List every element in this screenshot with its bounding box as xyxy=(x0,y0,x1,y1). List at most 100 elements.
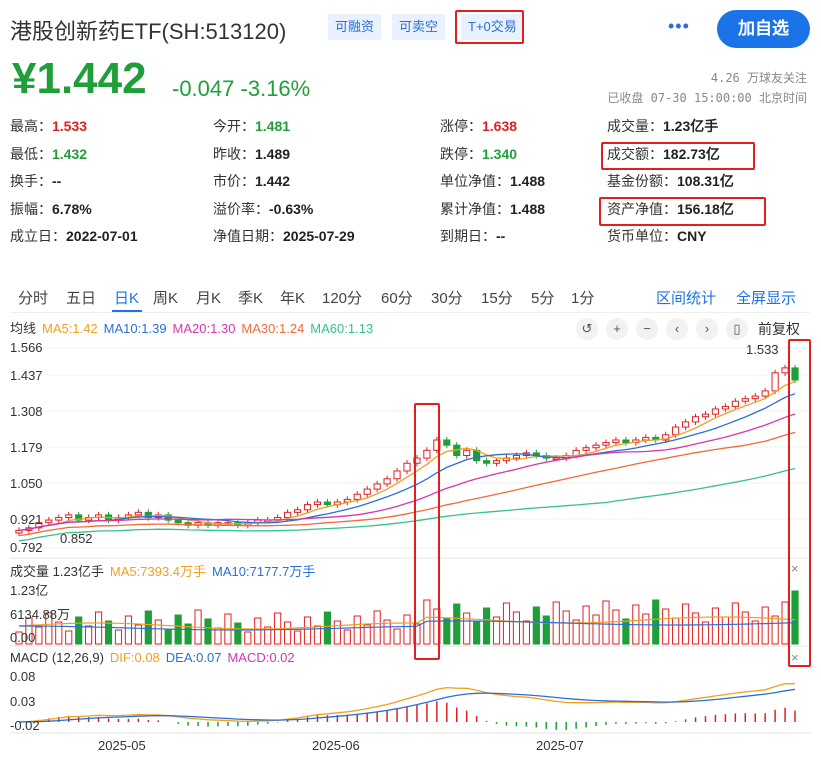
high-marker-label: 1.533 xyxy=(746,342,779,357)
volume-bar xyxy=(721,616,729,645)
volume-bar xyxy=(184,623,192,645)
candle-body xyxy=(711,408,720,415)
legend-item: MA60:1.13 xyxy=(310,321,374,336)
ma60-line xyxy=(18,467,796,542)
ma-legend: 均线 MA5:1.42 MA10:1.39 MA20:1.30 MA30:1.24 MA6… xyxy=(10,318,379,337)
volume-bar xyxy=(492,616,501,645)
volume-bar xyxy=(691,612,700,645)
close-volume-icon[interactable]: × xyxy=(791,561,799,576)
zoom-out-icon[interactable]: − xyxy=(636,318,658,340)
candle-body xyxy=(681,421,690,428)
volume-bar xyxy=(622,618,630,645)
price-axis-label: 1.437 xyxy=(10,368,43,383)
ma10-line xyxy=(18,393,796,532)
fullscreen-link[interactable]: 全屏显示 xyxy=(736,290,797,307)
volume-bar xyxy=(164,628,172,645)
stat-label: 净值日期： xyxy=(213,228,283,244)
volume-bar xyxy=(473,621,481,645)
candle-body xyxy=(35,522,43,529)
follow-status: 4.26 万球友关注 已收盘 07-30 15:00:00 北京时间 xyxy=(607,68,807,108)
range-stats-link[interactable]: 区间统计 xyxy=(656,290,717,307)
tab-period[interactable]: 月K xyxy=(196,290,222,307)
candle-body xyxy=(303,504,312,511)
candle-body xyxy=(642,436,650,441)
candle-body xyxy=(602,442,610,446)
stat-label: 市价： xyxy=(213,173,255,189)
candle-body xyxy=(373,483,381,490)
close-macd-icon[interactable]: × xyxy=(791,650,799,665)
candle-body xyxy=(672,426,680,436)
stat-cell: 资产净值：156.18亿 xyxy=(607,199,734,219)
tab-period[interactable]: 日K xyxy=(114,290,140,307)
volume-bar xyxy=(512,611,521,645)
candle-style-icon[interactable]: ▯ xyxy=(726,318,748,340)
t0-tag[interactable]: T+0交易 xyxy=(461,14,524,40)
more-menu-icon[interactable]: ••• xyxy=(668,16,690,36)
tab-period[interactable]: 季K xyxy=(238,290,264,307)
tab-period[interactable]: 5分 xyxy=(531,290,555,307)
candle-body xyxy=(323,501,331,506)
candle-body xyxy=(45,519,53,524)
stat-value: 1.488 xyxy=(510,200,546,217)
stat-cell: 最高：1.533 xyxy=(10,116,87,136)
stat-cell: 单位净值：1.488 xyxy=(440,171,545,191)
pan-left-icon[interactable]: ‹ xyxy=(666,318,688,340)
candle-body xyxy=(313,501,322,506)
legend-item: MA5:1.42 xyxy=(42,321,98,336)
macd-dea-line xyxy=(18,688,796,723)
legend-item: MA30:1.24 xyxy=(241,321,305,336)
candle-body xyxy=(761,390,769,397)
candle-body xyxy=(383,478,391,485)
volume-bar xyxy=(114,629,123,645)
tab-period[interactable]: 60分 xyxy=(381,290,413,307)
candle-body xyxy=(134,511,142,516)
candle-body xyxy=(691,416,700,423)
tab-period[interactable]: 五日 xyxy=(66,290,97,307)
price-axis-label: 1.050 xyxy=(10,476,43,491)
volume-bar xyxy=(443,617,451,645)
tab-period[interactable]: 1分 xyxy=(571,290,595,307)
candle-body xyxy=(552,457,560,461)
tab-period[interactable]: 120分 xyxy=(322,290,363,307)
tab-period[interactable]: 15分 xyxy=(481,290,513,307)
candle-body xyxy=(65,514,73,519)
pan-right-icon[interactable]: › xyxy=(696,318,718,340)
stat-label: 单位净值： xyxy=(440,173,510,189)
margin-tag[interactable]: 可融资 xyxy=(328,14,382,40)
volume-bar xyxy=(383,619,391,645)
highlight-box-nav xyxy=(599,197,766,226)
stats-row: 换手：-- 市价：1.442 单位净值：1.488 基金份额：108.31亿 xyxy=(10,171,810,195)
ma30-line xyxy=(18,431,796,537)
candle-body xyxy=(701,413,710,418)
zoom-in-icon[interactable]: + xyxy=(606,318,628,340)
candle-body xyxy=(612,439,620,444)
adjust-mode-label[interactable]: 前复权 xyxy=(758,321,800,337)
tab-period[interactable]: 分时 xyxy=(18,290,49,307)
volume-bar xyxy=(55,621,63,645)
stat-cell: 最低：1.432 xyxy=(10,144,87,164)
macd-axis-label: 0.03 xyxy=(10,694,36,709)
stat-label: 换手： xyxy=(10,173,52,189)
highlight-box-t0 xyxy=(455,10,524,44)
volume-bar xyxy=(572,619,580,645)
price-axis-label: 0.921 xyxy=(10,512,43,527)
volume-bar xyxy=(303,616,312,645)
stat-value: 182.73亿 xyxy=(663,145,720,162)
volume-bar xyxy=(393,628,401,645)
volume-bar xyxy=(353,615,361,645)
volume-bar xyxy=(423,599,431,645)
stat-cell: 市价：1.442 xyxy=(213,171,290,191)
reset-icon[interactable]: ↺ xyxy=(576,318,598,340)
macd-axis-label: 0.08 xyxy=(10,669,36,684)
candle-body xyxy=(751,395,759,400)
candle-body xyxy=(403,462,411,472)
short-tag[interactable]: 可卖空 xyxy=(392,14,446,40)
tab-period[interactable]: 年K xyxy=(280,290,306,307)
tab-period[interactable]: 30分 xyxy=(431,290,463,307)
candle-body xyxy=(144,511,152,519)
add-watchlist-button[interactable]: 加自选 xyxy=(717,10,810,48)
legend-item: MACD:0.02 xyxy=(227,650,295,665)
volume-bar xyxy=(264,626,272,645)
tab-period[interactable]: 周K xyxy=(153,290,179,307)
